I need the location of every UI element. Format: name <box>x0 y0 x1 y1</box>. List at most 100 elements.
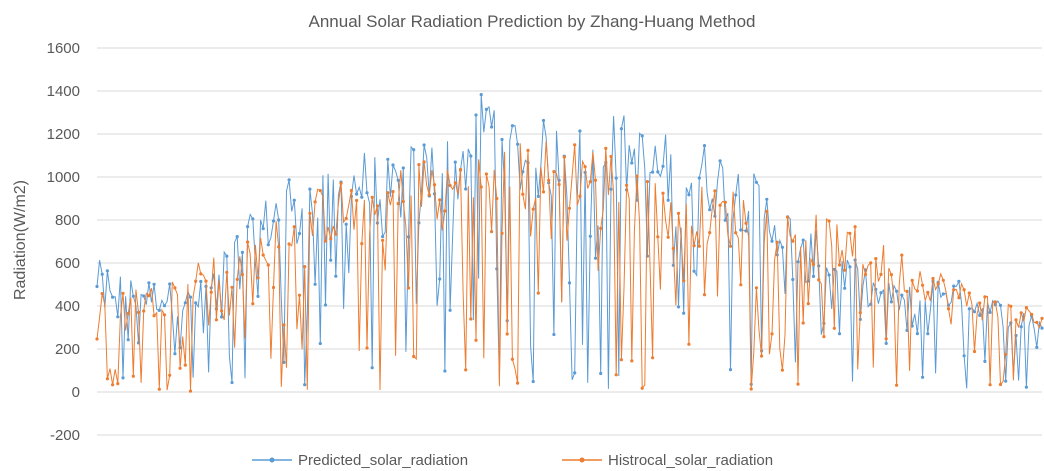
series-point-1 <box>438 198 442 202</box>
series-point-0 <box>484 107 488 111</box>
series-point-0 <box>194 301 198 305</box>
series-point-1 <box>593 178 598 182</box>
series-point-1 <box>334 232 338 236</box>
series-point-0 <box>832 267 836 271</box>
series-point-1 <box>822 335 826 339</box>
series-point-1 <box>874 257 878 261</box>
series-point-0 <box>765 197 769 201</box>
series-point-0 <box>978 313 982 317</box>
y-axis-ticks: -200 0 200 400 600 800 1000 1200 1400 1600 <box>47 40 80 444</box>
series-point-1 <box>905 289 909 293</box>
series-point-0 <box>702 144 707 148</box>
y-tick-label: 400 <box>55 298 80 315</box>
series-point-1 <box>967 291 971 295</box>
series-point-1 <box>536 291 540 295</box>
series-point-1 <box>978 301 982 305</box>
series-point-0 <box>817 264 821 268</box>
series-point-1 <box>697 244 701 248</box>
series-point-0 <box>640 134 644 138</box>
series-point-1 <box>775 240 779 244</box>
series-point-1 <box>95 337 99 341</box>
series-point-1 <box>1019 311 1023 315</box>
series-point-0 <box>941 292 945 296</box>
series-point-0 <box>734 193 738 197</box>
series-point-1 <box>687 342 691 346</box>
series-point-1 <box>983 295 987 299</box>
series-point-1 <box>505 332 509 336</box>
series-point-0 <box>718 159 722 163</box>
series-point-0 <box>630 161 634 165</box>
series-point-0 <box>972 310 977 314</box>
gridlines <box>97 47 1042 436</box>
series-point-1 <box>1035 320 1039 324</box>
series-point-0 <box>998 303 1003 307</box>
y-tick-label: 600 <box>55 255 80 272</box>
series-point-0 <box>422 143 426 147</box>
series-point-1 <box>303 265 307 269</box>
series-point-0 <box>235 235 239 239</box>
series-point-1 <box>843 268 847 272</box>
series-point-0 <box>578 129 582 133</box>
series-point-1 <box>490 230 494 234</box>
series-point-1 <box>355 198 359 203</box>
series-point-0 <box>157 308 161 312</box>
series-point-1 <box>220 309 224 313</box>
series-point-0 <box>448 308 452 312</box>
series-point-0 <box>111 295 115 299</box>
series-point-1 <box>993 300 997 304</box>
series-point-1 <box>1004 352 1008 356</box>
series-point-1 <box>204 279 208 283</box>
series-point-0 <box>308 187 312 191</box>
series-point-1 <box>178 366 182 370</box>
series-point-1 <box>941 278 945 282</box>
series-point-1 <box>1040 316 1044 320</box>
series-point-0 <box>479 93 483 97</box>
series-point-1 <box>318 189 322 193</box>
series-point-0 <box>412 148 416 152</box>
series-point-1 <box>209 290 213 294</box>
series-point-1 <box>510 357 514 361</box>
series-point-1 <box>136 310 141 314</box>
series-point-1 <box>972 349 977 354</box>
series-point-1 <box>484 172 488 176</box>
series-point-0 <box>474 113 478 117</box>
series-point-0 <box>723 218 727 222</box>
series-point-1 <box>734 231 738 235</box>
series-point-0 <box>453 160 457 164</box>
series-point-0 <box>692 269 696 273</box>
series-point-1 <box>194 279 198 283</box>
y-tick-label: 1600 <box>47 40 80 57</box>
series-point-1 <box>557 182 561 187</box>
series-point-1 <box>271 285 276 290</box>
series-point-0 <box>728 368 733 372</box>
series-point-1 <box>458 167 463 172</box>
series-point-0 <box>676 305 681 309</box>
series-point-0 <box>516 142 520 146</box>
series-point-1 <box>863 272 868 277</box>
series-point-0 <box>334 274 338 278</box>
series-point-1 <box>541 190 546 194</box>
series-point-0 <box>687 193 691 197</box>
series-point-1 <box>837 263 842 267</box>
series-point-0 <box>318 341 322 346</box>
series-point-1 <box>313 200 317 204</box>
series-point-1 <box>760 354 764 358</box>
series-point-1 <box>531 207 535 211</box>
series-point-0 <box>900 293 904 297</box>
series-point-0 <box>277 218 281 222</box>
series-point-0 <box>796 260 800 264</box>
series-point-0 <box>173 352 177 356</box>
series-point-1 <box>417 163 421 167</box>
series-point-1 <box>214 318 218 322</box>
series-point-1 <box>739 283 743 287</box>
series-point-0 <box>827 273 831 277</box>
legend-label-historical: Histrocal_solar_radiation <box>608 452 773 469</box>
series-point-1 <box>406 286 411 290</box>
series-point-0 <box>541 118 546 123</box>
series-point-1 <box>339 181 343 185</box>
series-point-0 <box>573 371 577 375</box>
series-point-0 <box>490 125 494 129</box>
series-point-1 <box>188 389 193 393</box>
series-point-0 <box>988 310 992 314</box>
series-point-1 <box>817 278 821 282</box>
